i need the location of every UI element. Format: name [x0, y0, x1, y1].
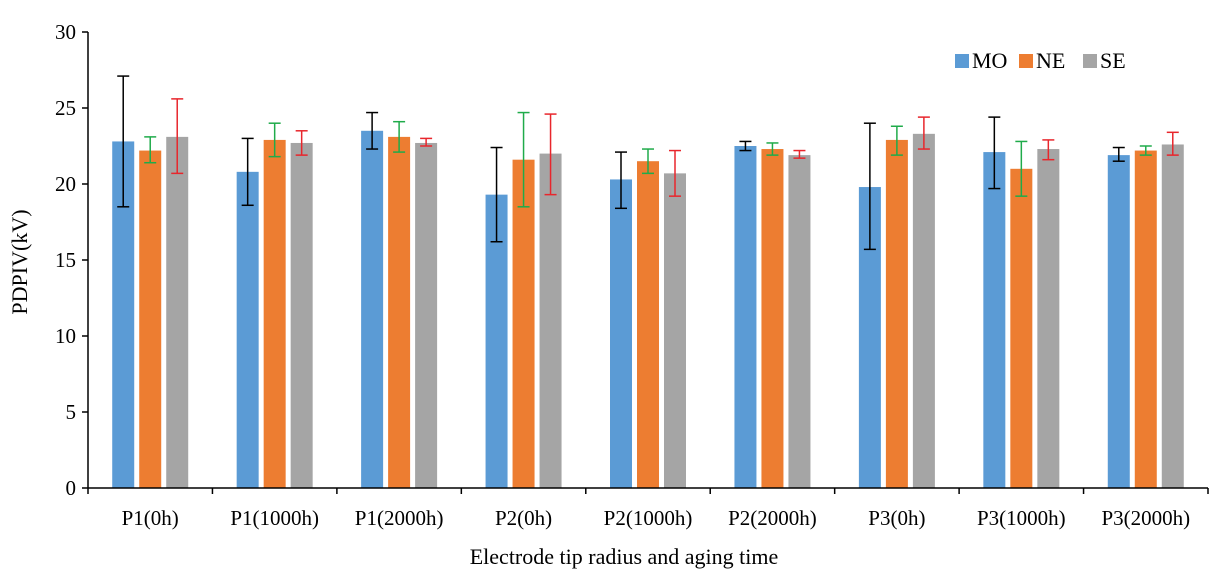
error-bar-se — [1042, 139, 1055, 161]
error-bar-ne — [1015, 140, 1028, 197]
error-bar-mo — [615, 151, 627, 210]
y-tick-label: 20 — [55, 172, 76, 196]
error-bar-ne — [642, 148, 654, 175]
x-ticks: P1(0h) P1(1000h) P1(2000h) P2(0h) P2(1000h) P… — [87, 488, 1209, 530]
bar-mo — [361, 130, 384, 489]
bar-mo — [485, 194, 508, 488]
error-bar-se — [420, 137, 433, 147]
bar-ne — [512, 159, 535, 488]
legend-swatch-mo — [955, 54, 969, 68]
bar-se — [664, 173, 686, 489]
legend-swatch-se — [1083, 54, 1097, 68]
y-tick-label: 0 — [66, 476, 77, 500]
x-tick-label: P2(2000h) — [728, 506, 817, 530]
error-bar-mo — [490, 146, 503, 243]
bar-se — [1161, 144, 1184, 489]
error-bar-se — [669, 149, 681, 197]
bar-se — [415, 142, 438, 488]
error-bar-ne — [268, 122, 281, 158]
legend-label-se: SE — [1100, 48, 1126, 73]
error-bar-mo — [739, 140, 752, 152]
x-tick-label: P3(0h) — [868, 506, 925, 530]
y-ticks: 0 5 10 15 20 25 30 — [55, 20, 88, 500]
error-bar-ne — [766, 142, 779, 156]
y-tick-label: 15 — [55, 248, 76, 272]
bar-se — [788, 155, 811, 488]
x-tick-label: P3(1000h) — [977, 506, 1066, 530]
bar-se — [539, 153, 562, 488]
x-tick-label: P3(2000h) — [1101, 506, 1190, 530]
error-bar-ne — [393, 120, 406, 153]
x-tick-label: P2(1000h) — [604, 506, 693, 530]
error-bar-ne — [517, 111, 530, 208]
x-tick-label: P2(0h) — [495, 506, 552, 530]
bars-layer — [112, 130, 1184, 489]
bar-mo — [236, 171, 259, 488]
bar-se — [166, 136, 189, 488]
bar-se — [1037, 149, 1060, 489]
error-bar-mo — [366, 111, 379, 150]
x-tick-label: P1(2000h) — [355, 506, 444, 530]
legend-swatch-ne — [1019, 54, 1033, 68]
legend-label-mo: MO — [972, 48, 1007, 73]
legend-label-ne: NE — [1036, 48, 1065, 73]
error-bar-ne — [1139, 145, 1152, 156]
error-bar-se — [295, 130, 308, 156]
bar-ne — [885, 139, 908, 489]
bar-mo — [858, 187, 881, 489]
error-bar-mo — [117, 75, 130, 208]
bar-mo — [1107, 155, 1130, 488]
bar-mo — [610, 179, 632, 488]
bar-se — [912, 133, 935, 488]
error-bar-se — [171, 98, 184, 175]
y-tick-label: 30 — [55, 20, 76, 44]
bar-ne — [263, 139, 286, 489]
error-bar-mo — [1112, 146, 1125, 162]
error-bar-se — [1166, 131, 1179, 156]
error-bar-se — [793, 149, 806, 159]
bar-ne — [637, 161, 659, 488]
error-bar-se — [917, 116, 930, 150]
error-bar-mo — [241, 137, 254, 207]
bar-ne — [1134, 150, 1157, 488]
y-tick-label: 10 — [55, 324, 76, 348]
bar-se — [290, 142, 313, 488]
error-bar-ne — [144, 136, 157, 164]
legend: MO NE SE — [955, 48, 1126, 73]
error-bars-layer — [117, 75, 1179, 251]
y-tick-label: 25 — [55, 96, 76, 120]
error-bar-se — [544, 113, 557, 196]
y-tick-label: 5 — [66, 400, 77, 424]
bar-mo — [112, 141, 135, 488]
bar-ne — [139, 150, 162, 488]
bar-mo — [983, 152, 1006, 488]
x-tick-label: P1(0h) — [122, 506, 179, 530]
y-axis-title: PDPIV(kV) — [7, 209, 32, 314]
bar-ne — [388, 136, 411, 488]
x-tick-label: P1(1000h) — [230, 506, 319, 530]
bar-ne — [761, 149, 784, 489]
bar-ne — [1010, 168, 1033, 489]
bar-mo — [734, 146, 757, 488]
error-bar-mo — [988, 116, 1001, 190]
error-bar-mo — [863, 122, 876, 251]
error-bar-ne — [890, 125, 903, 156]
x-axis-title: Electrode tip radius and aging time — [470, 544, 779, 569]
